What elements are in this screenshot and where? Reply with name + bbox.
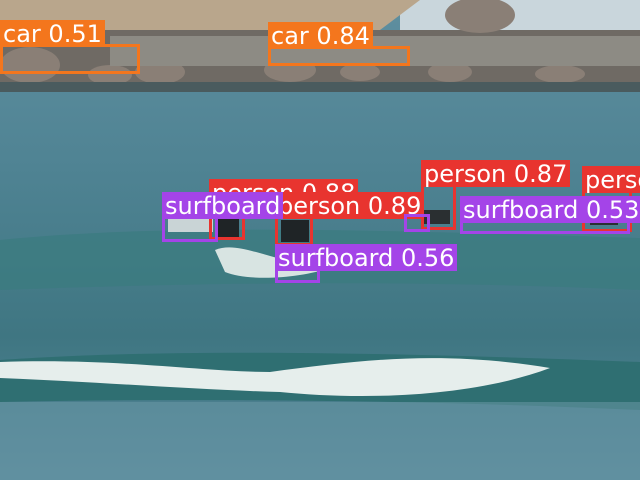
detection-box-person-3: person 0.87 bbox=[421, 160, 571, 230]
label-score: 0.84 bbox=[316, 22, 370, 50]
label-class: car bbox=[271, 22, 309, 50]
label-class: person bbox=[585, 166, 640, 194]
label-class: person bbox=[424, 160, 507, 188]
label-score: 0.53 bbox=[585, 196, 640, 224]
label-class: person bbox=[278, 192, 361, 220]
detection-label-person-4: person bbox=[582, 166, 640, 193]
detection-box-surfboard-4 bbox=[404, 214, 430, 232]
label-class: surfboard bbox=[278, 244, 394, 272]
detection-label-car-1: car 0.51 bbox=[0, 20, 105, 47]
detection-label-surfboard-3: surfboard 0.53 bbox=[460, 196, 640, 223]
label-score: 0.87 bbox=[513, 160, 568, 188]
detection-box-surfboard-1: surfboard bbox=[162, 192, 284, 242]
detection-box-car-1: car 0.51 bbox=[0, 20, 140, 74]
detection-label-car-2: car 0.84 bbox=[268, 22, 373, 49]
detection-label-surfboard-1: surfboard bbox=[162, 192, 284, 220]
label-score: 0.51 bbox=[48, 20, 102, 48]
label-class: surfboard bbox=[463, 196, 579, 224]
detection-box-person-2: person 0.89 bbox=[275, 192, 425, 246]
label-class: surfboard bbox=[165, 192, 281, 220]
detection-box-surfboard-3: surfboard 0.53 bbox=[460, 196, 640, 234]
label-score: 0.56 bbox=[400, 244, 455, 272]
detection-label-person-3: person 0.87 bbox=[421, 160, 571, 188]
detection-label-surfboard-2: surfboard 0.56 bbox=[275, 244, 458, 272]
detection-box-car-2: car 0.84 bbox=[268, 22, 410, 66]
detection-box-surfboard-2: surfboard 0.56 bbox=[275, 244, 458, 283]
label-class: car bbox=[3, 20, 41, 48]
detection-label-person-2: person 0.89 bbox=[275, 192, 425, 220]
